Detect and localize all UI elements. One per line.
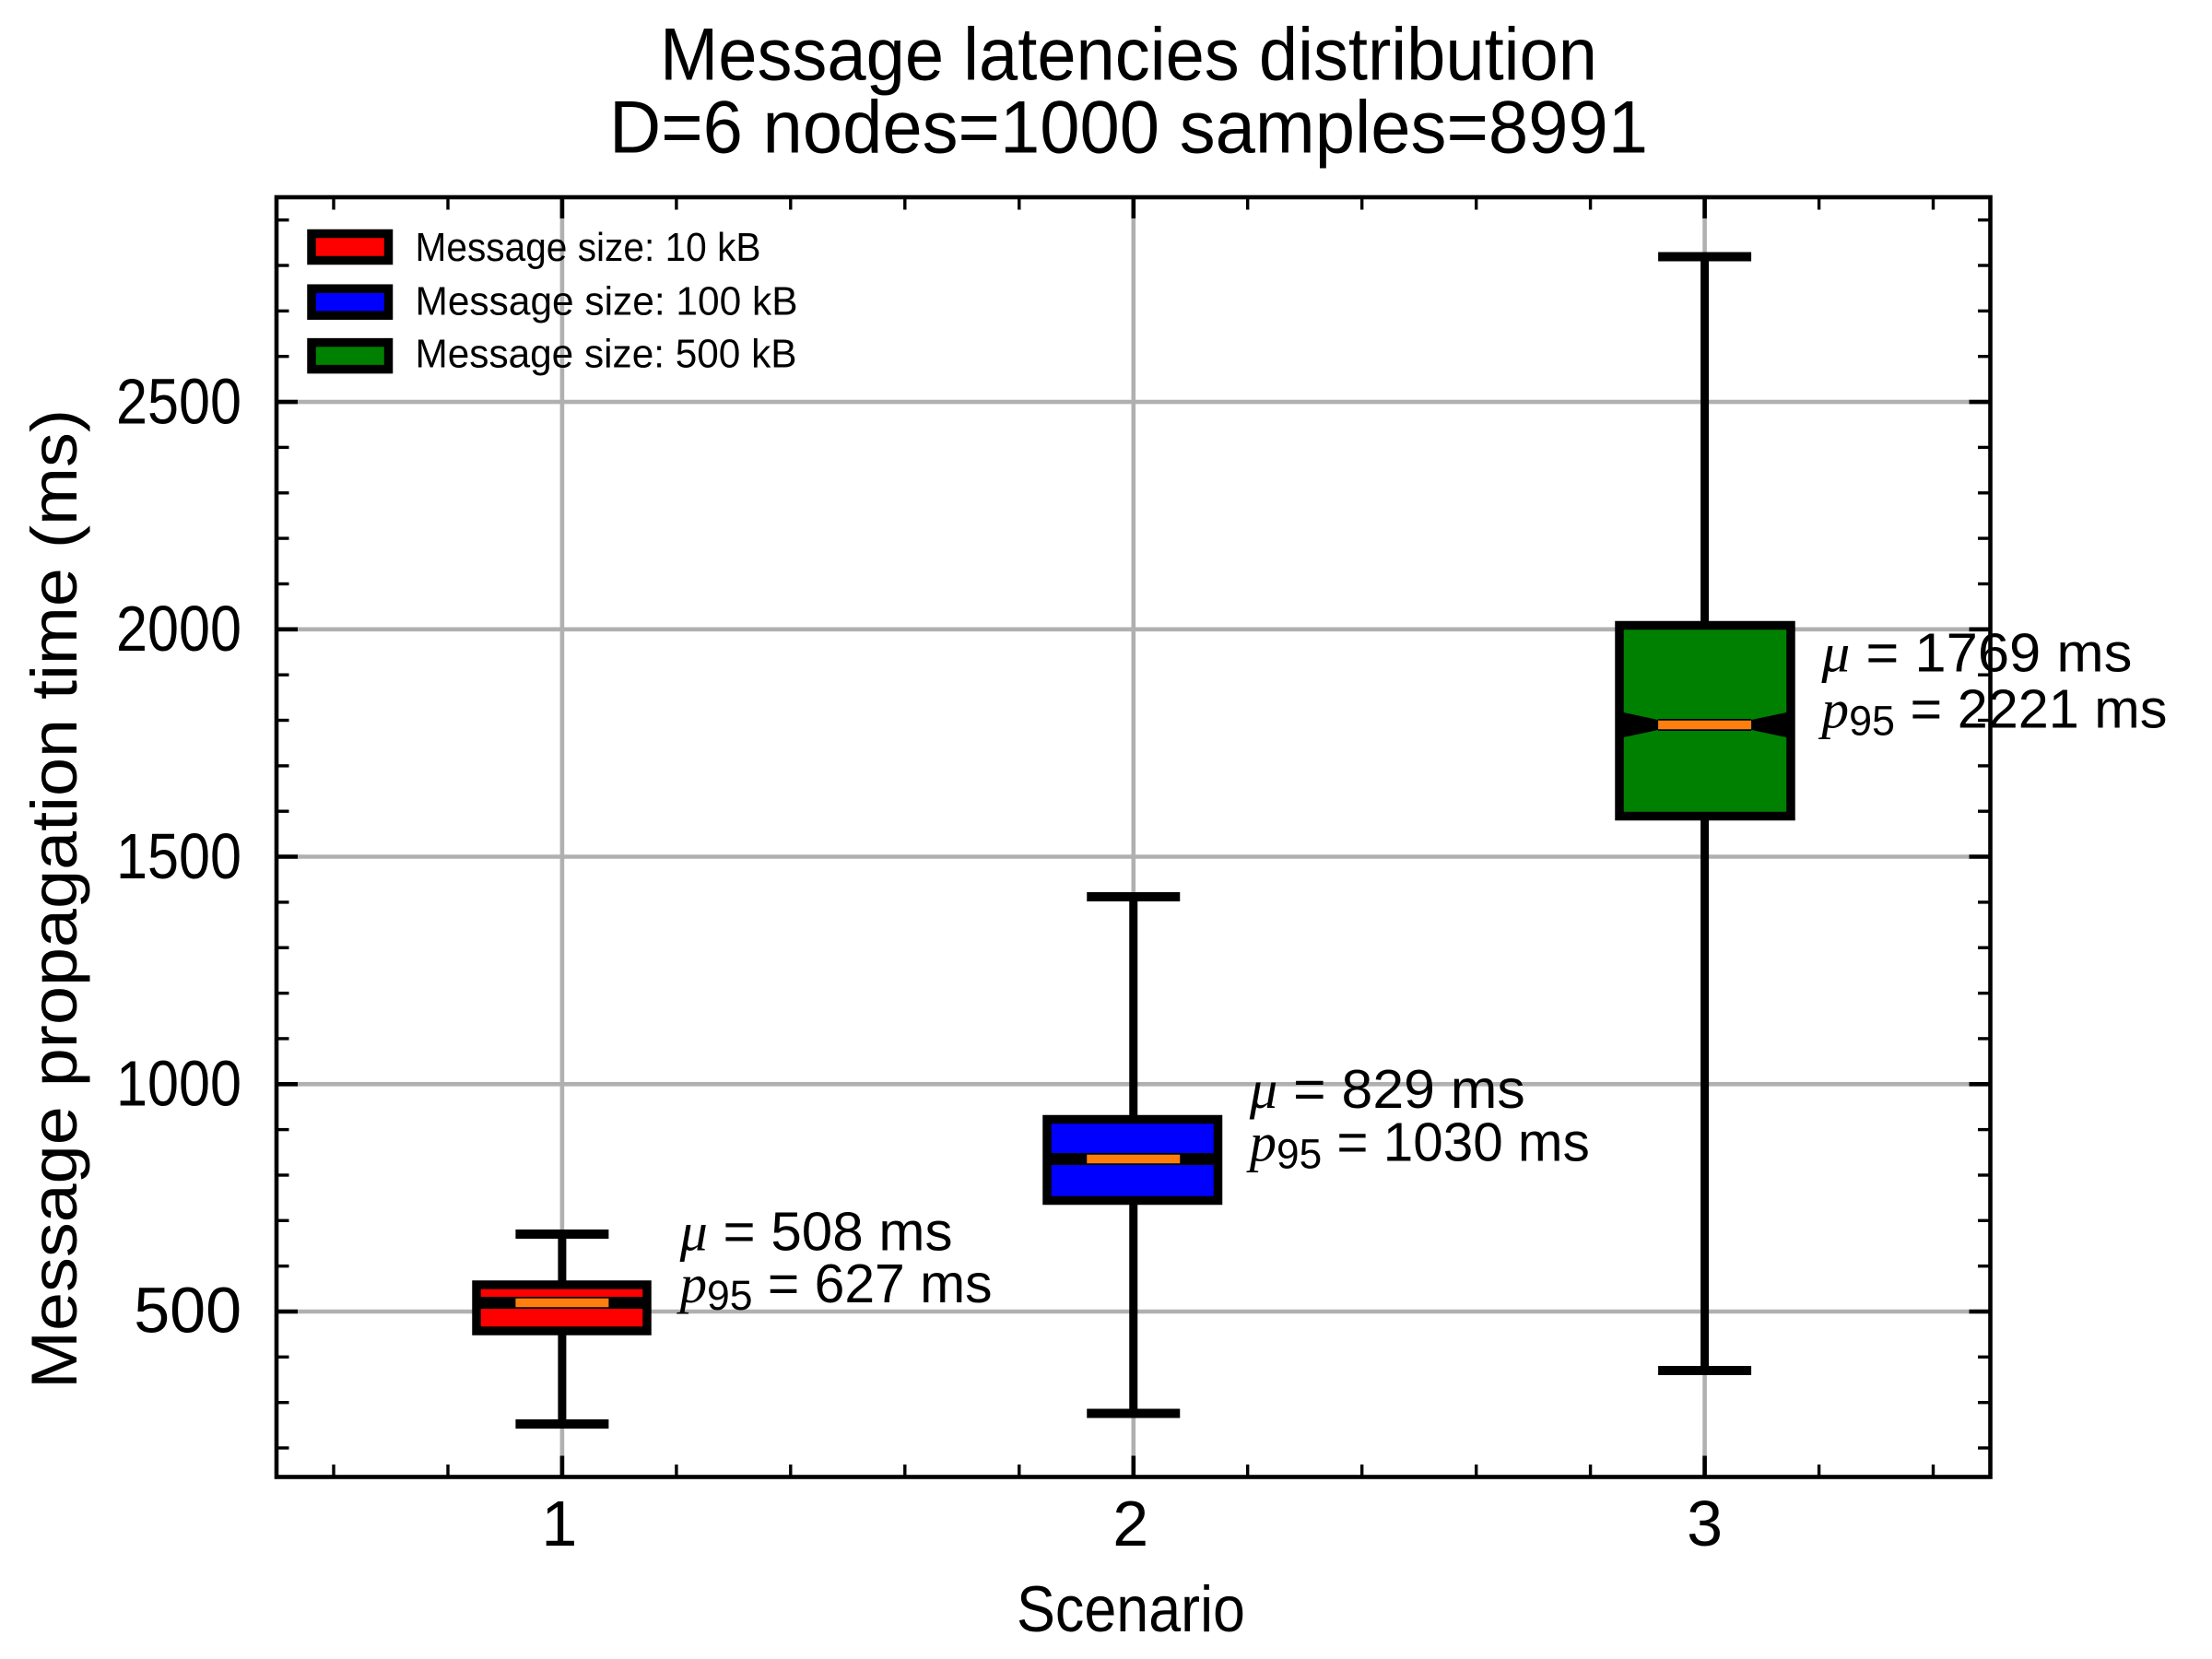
svg-text:μ = 508 ms: μ = 508 ms bbox=[679, 1201, 953, 1263]
svg-text:Message propagation time (ms): Message propagation time (ms) bbox=[18, 409, 90, 1389]
svg-text:Scenario: Scenario bbox=[1017, 1572, 1245, 1645]
svg-text:2: 2 bbox=[1112, 1488, 1148, 1559]
svg-text:1500: 1500 bbox=[116, 820, 241, 892]
svg-text:3: 3 bbox=[1687, 1488, 1723, 1559]
svg-text:2000: 2000 bbox=[116, 593, 241, 665]
svg-text:Message size: 10 kB: Message size: 10 kB bbox=[416, 226, 761, 270]
svg-text:p95 = 627 ms: p95 = 627 ms bbox=[677, 1253, 993, 1319]
svg-text:1: 1 bbox=[541, 1488, 577, 1559]
svg-text:D=6 nodes=1000 samples=8991: D=6 nodes=1000 samples=8991 bbox=[609, 87, 1648, 170]
svg-text:μ = 1769 ms: μ = 1769 ms bbox=[1820, 622, 2132, 684]
svg-text:2500: 2500 bbox=[116, 365, 241, 437]
svg-text:p95 = 2221 ms: p95 = 2221 ms bbox=[1818, 678, 2167, 745]
svg-text:500: 500 bbox=[134, 1275, 241, 1347]
svg-text:Message latencies distribution: Message latencies distribution bbox=[660, 14, 1597, 97]
svg-text:Message size: 100 kB: Message size: 100 kB bbox=[416, 279, 798, 324]
svg-text:1000: 1000 bbox=[116, 1048, 241, 1120]
svg-text:Message size: 500 kB: Message size: 500 kB bbox=[416, 332, 797, 376]
svg-text:μ = 829 ms: μ = 829 ms bbox=[1249, 1058, 1525, 1120]
svg-text:p95 = 1030 ms: p95 = 1030 ms bbox=[1246, 1112, 1590, 1178]
